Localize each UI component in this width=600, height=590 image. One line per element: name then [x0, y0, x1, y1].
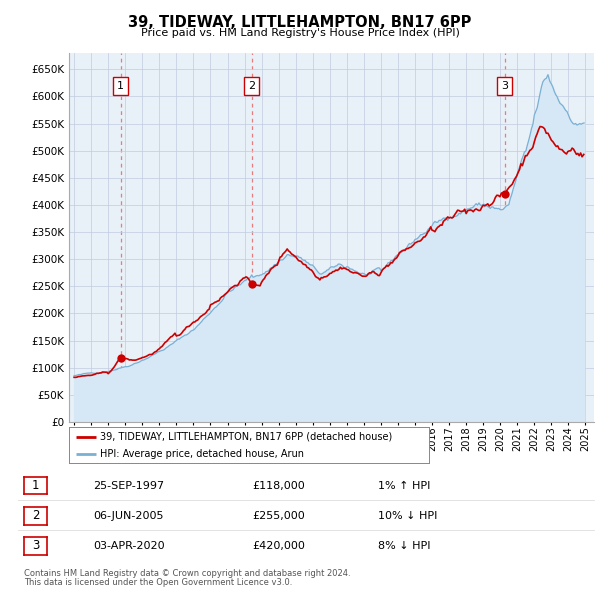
Text: Price paid vs. HM Land Registry's House Price Index (HPI): Price paid vs. HM Land Registry's House … — [140, 28, 460, 38]
Text: 1: 1 — [117, 81, 124, 91]
Text: 03-APR-2020: 03-APR-2020 — [93, 541, 164, 550]
Text: £118,000: £118,000 — [252, 481, 305, 490]
Text: 39, TIDEWAY, LITTLEHAMPTON, BN17 6PP: 39, TIDEWAY, LITTLEHAMPTON, BN17 6PP — [128, 15, 472, 30]
Text: 8% ↓ HPI: 8% ↓ HPI — [378, 541, 431, 550]
Text: 1% ↑ HPI: 1% ↑ HPI — [378, 481, 430, 490]
Text: This data is licensed under the Open Government Licence v3.0.: This data is licensed under the Open Gov… — [24, 578, 292, 588]
Text: 2: 2 — [32, 509, 39, 522]
Text: £255,000: £255,000 — [252, 511, 305, 520]
Text: 2: 2 — [248, 81, 255, 91]
Text: Contains HM Land Registry data © Crown copyright and database right 2024.: Contains HM Land Registry data © Crown c… — [24, 569, 350, 578]
Text: 3: 3 — [501, 81, 508, 91]
Text: 06-JUN-2005: 06-JUN-2005 — [93, 511, 163, 520]
Text: 39, TIDEWAY, LITTLEHAMPTON, BN17 6PP (detached house): 39, TIDEWAY, LITTLEHAMPTON, BN17 6PP (de… — [100, 432, 392, 442]
Text: 3: 3 — [32, 539, 39, 552]
Text: HPI: Average price, detached house, Arun: HPI: Average price, detached house, Arun — [100, 449, 304, 459]
Text: £420,000: £420,000 — [252, 541, 305, 550]
Text: 25-SEP-1997: 25-SEP-1997 — [93, 481, 164, 490]
Text: 1: 1 — [32, 479, 39, 492]
Text: 10% ↓ HPI: 10% ↓ HPI — [378, 511, 437, 520]
